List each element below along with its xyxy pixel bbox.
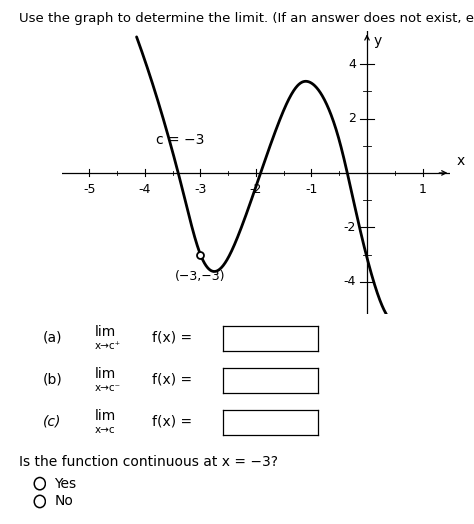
- Text: lim: lim: [95, 367, 116, 380]
- Text: (b): (b): [43, 373, 63, 387]
- Text: x→c⁺: x→c⁺: [95, 341, 121, 351]
- Text: 1: 1: [419, 183, 427, 196]
- Text: f(x) =: f(x) =: [152, 331, 192, 345]
- Text: Is the function continuous at x = −3?: Is the function continuous at x = −3?: [19, 455, 278, 469]
- Text: -2: -2: [250, 183, 262, 196]
- Text: lim: lim: [95, 325, 116, 339]
- Text: (−3,−3): (−3,−3): [175, 269, 226, 282]
- Text: -4: -4: [139, 183, 151, 196]
- Text: y: y: [374, 34, 382, 48]
- Text: 4: 4: [348, 58, 356, 71]
- Text: -3: -3: [194, 183, 207, 196]
- Text: -5: -5: [83, 183, 96, 196]
- Text: -4: -4: [344, 275, 356, 288]
- Text: (a): (a): [43, 331, 62, 345]
- Text: -2: -2: [344, 221, 356, 234]
- Text: Use the graph to determine the limit. (If an answer does not exist, enter DNE.): Use the graph to determine the limit. (I…: [19, 12, 474, 25]
- Text: f(x) =: f(x) =: [152, 373, 192, 387]
- Text: f(x) =: f(x) =: [152, 415, 192, 429]
- Text: (c): (c): [43, 415, 61, 429]
- Text: lim: lim: [95, 409, 116, 422]
- Text: c = −3: c = −3: [156, 133, 204, 147]
- Text: Yes: Yes: [55, 477, 77, 490]
- Text: No: No: [55, 495, 73, 508]
- Text: x: x: [457, 154, 465, 168]
- Text: x→c: x→c: [95, 424, 116, 435]
- Text: 2: 2: [348, 112, 356, 125]
- Text: -1: -1: [305, 183, 318, 196]
- Text: x→c⁻: x→c⁻: [95, 383, 121, 393]
